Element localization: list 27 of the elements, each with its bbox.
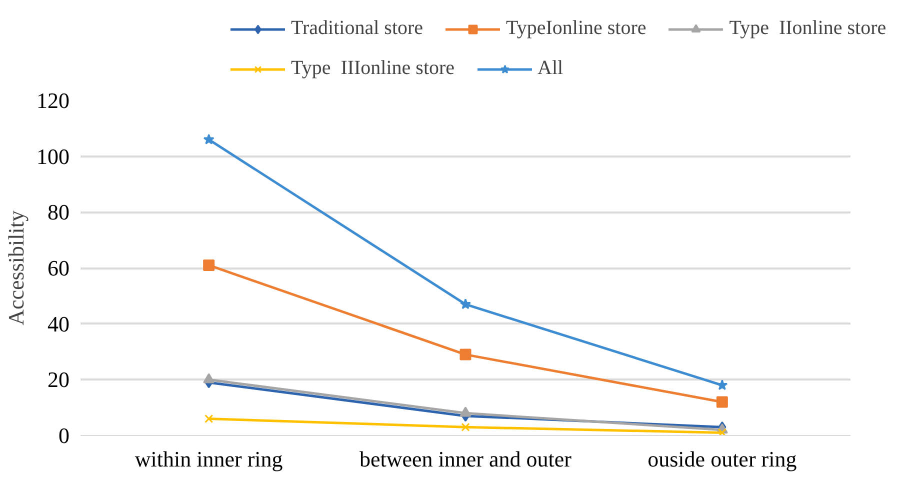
y-tick-label: 60	[48, 256, 70, 280]
point	[203, 259, 215, 271]
x-tick-label: between inner and outer	[360, 446, 572, 472]
y-tick-label: 40	[48, 311, 70, 336]
point	[204, 414, 214, 424]
point	[203, 134, 214, 144]
x-tick-label: ouside outer ring	[648, 446, 797, 472]
point	[718, 428, 726, 436]
legend-label: Traditional store	[291, 17, 424, 40]
y-tick-label: 80	[48, 200, 70, 225]
point	[460, 348, 472, 360]
legend-label: Type IIonline store	[729, 17, 886, 40]
point	[460, 406, 472, 417]
y-tick-label: 0	[58, 423, 70, 448]
x-tick-label: within inner ring	[134, 446, 283, 472]
y-tick-label: 20	[48, 367, 70, 392]
y-tick-label: 120	[36, 88, 70, 113]
point	[716, 380, 728, 390]
legend-label: TypeIonline store	[506, 17, 646, 40]
point	[460, 298, 472, 310]
legend-label: Type IIIonline store	[291, 57, 455, 80]
point	[461, 422, 470, 432]
point	[716, 396, 728, 408]
y-axis-title: Accessibility	[4, 210, 28, 326]
legend-label: All	[538, 57, 564, 80]
point	[203, 373, 215, 384]
y-tick-label: 100	[36, 144, 70, 169]
